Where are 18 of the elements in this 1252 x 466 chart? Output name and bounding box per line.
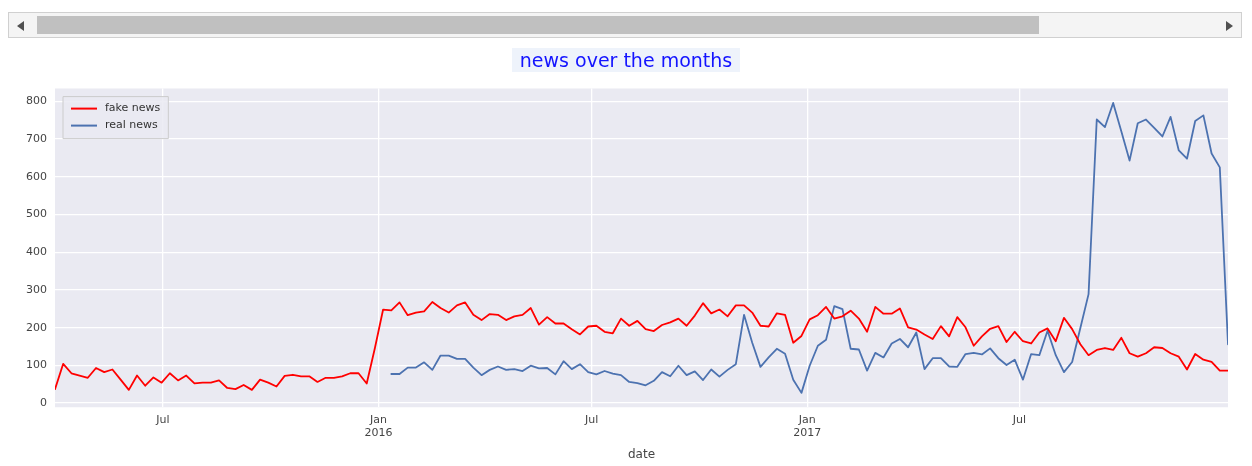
x-tick-label: Jul xyxy=(1011,412,1027,426)
y-tick-label: 0 xyxy=(40,395,47,409)
chart-title: news over the months xyxy=(511,48,741,72)
y-tick-label: 600 xyxy=(26,169,47,183)
y-tick-label: 200 xyxy=(26,320,47,334)
legend-label: real news xyxy=(105,118,159,132)
y-tick-label: 500 xyxy=(26,207,47,221)
y-tick-label: 400 xyxy=(26,245,47,259)
x-tick-label: Jul xyxy=(155,412,170,426)
x-tick-label: Jan 2016 xyxy=(364,412,393,439)
x-tick-label: Jan 2017 xyxy=(793,412,822,439)
legend-label: fake news xyxy=(105,101,161,115)
x-tick-label: Jul xyxy=(584,412,599,426)
x-axis-title: date xyxy=(627,446,656,461)
y-tick-label: 800 xyxy=(26,94,47,108)
y-tick-label: 300 xyxy=(26,282,47,296)
y-tick-label: 700 xyxy=(26,131,47,145)
y-tick-label: 100 xyxy=(26,358,47,372)
